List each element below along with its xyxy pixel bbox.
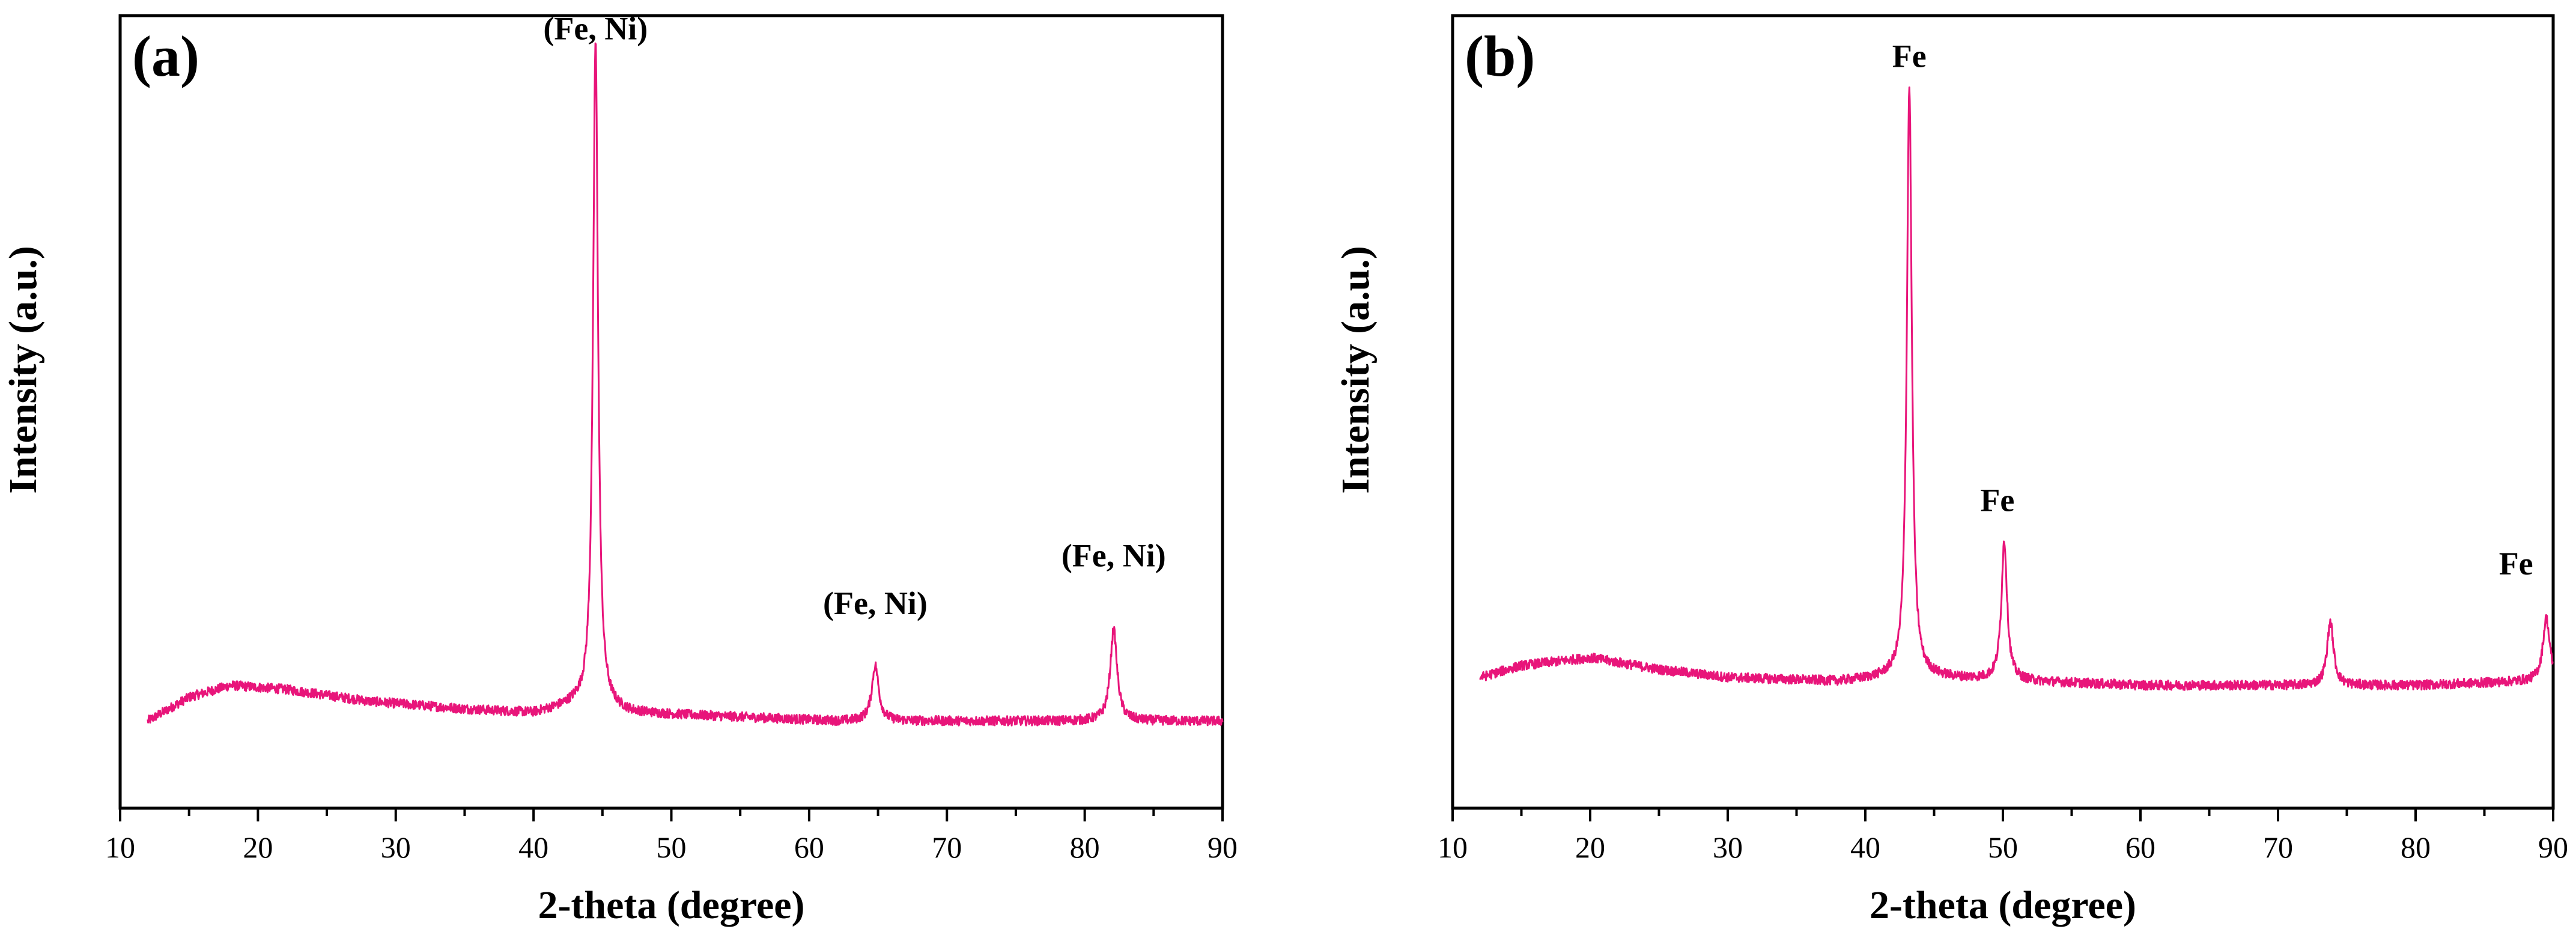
x-tick-label: 80 — [1070, 830, 1100, 864]
x-tick-label: 10 — [105, 830, 135, 864]
x-tick-label: 40 — [518, 830, 548, 864]
panel-label: (b) — [1465, 24, 1535, 88]
peak-annotation: (Fe, Ni) — [543, 11, 648, 47]
x-axis-title: 2-theta (degree) — [1870, 883, 2136, 927]
x-tick-label: 50 — [1988, 830, 2018, 864]
x-tick-label: 70 — [932, 830, 962, 864]
x-tick-label: 50 — [657, 830, 687, 864]
peak-annotation: (Fe, Ni) — [823, 585, 928, 621]
peak-annotation: Fe — [2499, 546, 2533, 582]
x-tick-label: 30 — [381, 830, 411, 864]
chart-panel-a: 10 20 30 40 50 60 70 80 90 2-theta (degree) Intens… — [1, 11, 1238, 927]
peak-annotation: Fe — [1892, 38, 1927, 75]
peak-annotation: (Fe, Ni) — [1062, 538, 1166, 574]
xrd-pattern-line — [1479, 86, 2554, 691]
x-tick-label: 40 — [1850, 830, 1880, 864]
x-tick-label: 60 — [794, 830, 824, 864]
x-tick-label: 10 — [1438, 830, 1468, 864]
y-axis-title: Intensity (a.u.) — [1, 246, 45, 494]
x-tick-label: 70 — [2263, 830, 2293, 864]
x-axis-title: 2-theta (degree) — [538, 883, 804, 927]
x-tick-label: 30 — [1713, 830, 1743, 864]
chart-panel-b: 10 20 30 40 50 60 70 80 90 2-theta (degree) Intens… — [1334, 14, 2568, 927]
plot-frame — [1451, 14, 2555, 810]
x-tick-label: 60 — [2125, 830, 2155, 864]
x-tick-label: 90 — [1208, 830, 1238, 864]
x-tick-label: 90 — [2538, 830, 2568, 864]
panel-label: (a) — [132, 24, 199, 88]
xrd-pattern-line — [147, 42, 1224, 726]
x-tick-label: 20 — [243, 830, 273, 864]
peak-annotation: Fe — [1980, 482, 2014, 518]
x-tick-label: 20 — [1575, 830, 1605, 864]
x-tick-label: 80 — [2401, 830, 2431, 864]
y-axis-title: Intensity (a.u.) — [1334, 246, 1378, 494]
